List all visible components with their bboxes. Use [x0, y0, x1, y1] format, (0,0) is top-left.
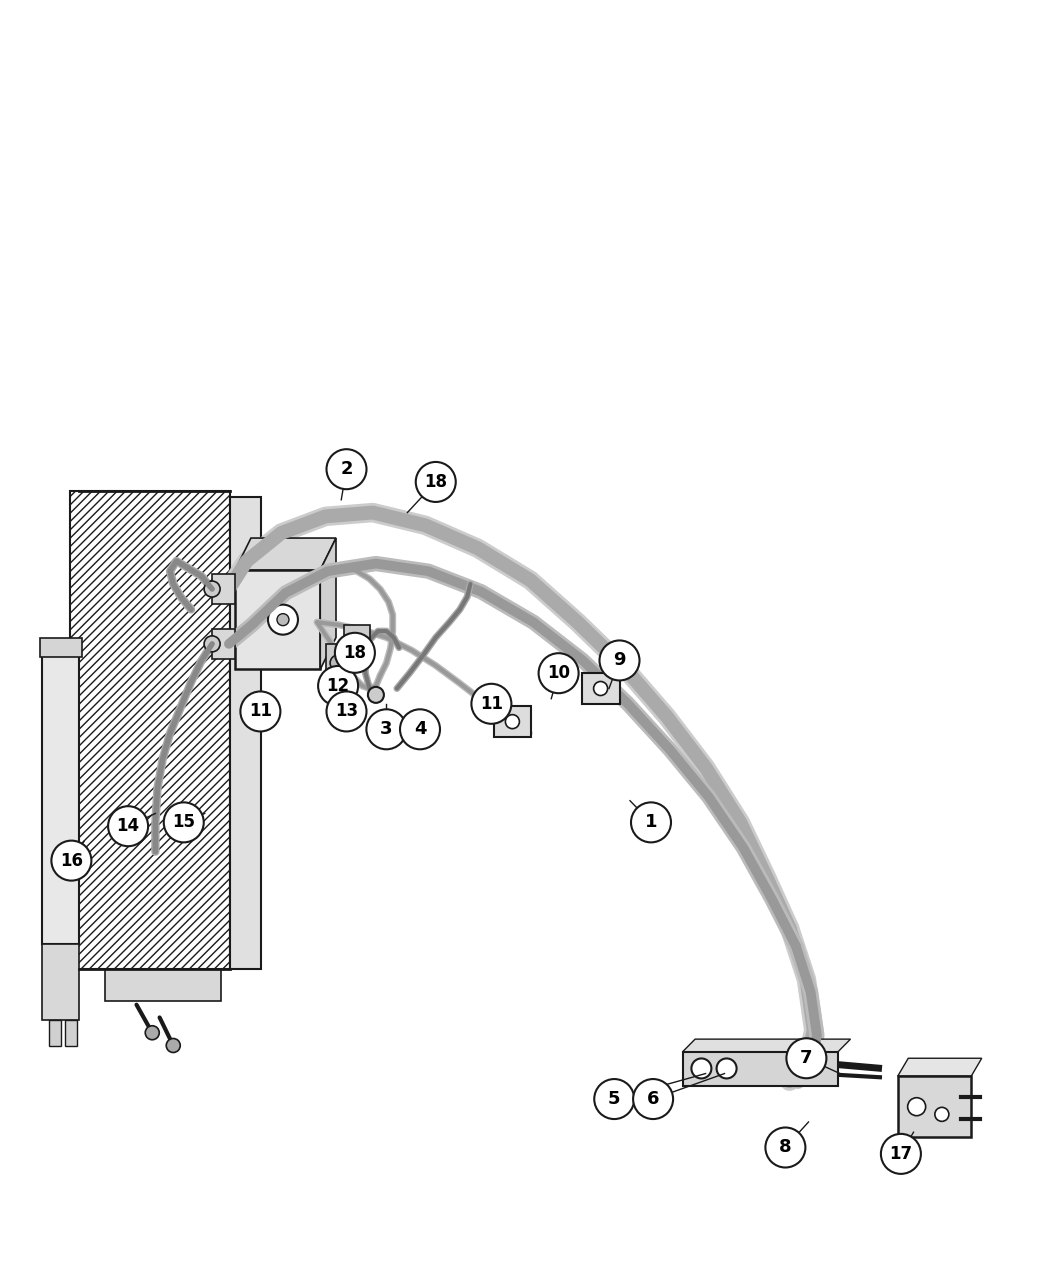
- Circle shape: [368, 687, 384, 703]
- Circle shape: [400, 709, 440, 750]
- Polygon shape: [42, 944, 79, 1020]
- Text: 17: 17: [889, 1145, 912, 1163]
- Circle shape: [327, 691, 366, 732]
- Polygon shape: [344, 625, 370, 663]
- Polygon shape: [494, 706, 531, 737]
- Circle shape: [318, 666, 358, 706]
- Polygon shape: [898, 1076, 971, 1137]
- Polygon shape: [230, 497, 261, 969]
- Polygon shape: [682, 1052, 838, 1086]
- Circle shape: [600, 640, 639, 681]
- Text: 4: 4: [414, 720, 426, 738]
- Text: 10: 10: [547, 664, 570, 682]
- Circle shape: [108, 806, 148, 847]
- Circle shape: [716, 1058, 737, 1079]
- Text: 16: 16: [60, 852, 83, 870]
- Text: 5: 5: [608, 1090, 621, 1108]
- Polygon shape: [212, 629, 235, 659]
- Circle shape: [166, 1039, 181, 1052]
- Text: 8: 8: [779, 1139, 792, 1156]
- Circle shape: [145, 1026, 160, 1039]
- Text: 1: 1: [645, 813, 657, 831]
- Circle shape: [633, 1079, 673, 1119]
- Polygon shape: [49, 1020, 61, 1045]
- Circle shape: [330, 655, 346, 671]
- Circle shape: [691, 1058, 712, 1079]
- Circle shape: [907, 1098, 926, 1116]
- Polygon shape: [212, 574, 235, 604]
- Circle shape: [204, 636, 220, 652]
- Circle shape: [327, 449, 366, 490]
- Circle shape: [594, 1079, 634, 1119]
- Polygon shape: [70, 491, 230, 969]
- Polygon shape: [320, 538, 336, 669]
- Polygon shape: [898, 1058, 982, 1076]
- Circle shape: [164, 802, 204, 843]
- Circle shape: [539, 653, 579, 694]
- Polygon shape: [235, 538, 336, 570]
- Polygon shape: [65, 1020, 77, 1045]
- Text: 18: 18: [424, 473, 447, 491]
- Polygon shape: [326, 644, 351, 682]
- Polygon shape: [235, 570, 320, 669]
- Text: 18: 18: [343, 644, 366, 662]
- Polygon shape: [682, 1039, 850, 1052]
- Circle shape: [366, 709, 406, 750]
- Circle shape: [240, 691, 280, 732]
- Circle shape: [471, 683, 511, 724]
- Circle shape: [204, 581, 220, 597]
- Circle shape: [765, 1127, 805, 1168]
- Polygon shape: [42, 650, 79, 944]
- Text: 14: 14: [117, 817, 140, 835]
- Polygon shape: [582, 673, 620, 704]
- Circle shape: [786, 1038, 826, 1079]
- Circle shape: [505, 715, 520, 728]
- Text: 13: 13: [335, 703, 358, 720]
- Polygon shape: [40, 638, 82, 657]
- Text: 11: 11: [480, 695, 503, 713]
- Circle shape: [51, 840, 91, 881]
- Text: 7: 7: [800, 1049, 813, 1067]
- Circle shape: [593, 682, 608, 695]
- Text: 9: 9: [613, 652, 626, 669]
- Circle shape: [349, 636, 365, 652]
- Circle shape: [416, 462, 456, 502]
- Circle shape: [277, 613, 289, 626]
- Text: 12: 12: [327, 677, 350, 695]
- Text: 6: 6: [647, 1090, 659, 1108]
- Text: 2: 2: [340, 460, 353, 478]
- Circle shape: [631, 802, 671, 843]
- Circle shape: [268, 604, 298, 635]
- Polygon shape: [105, 969, 220, 1001]
- Circle shape: [934, 1108, 949, 1121]
- Circle shape: [335, 632, 375, 673]
- Text: 15: 15: [172, 813, 195, 831]
- Text: 3: 3: [380, 720, 393, 738]
- Text: 11: 11: [249, 703, 272, 720]
- Circle shape: [881, 1133, 921, 1174]
